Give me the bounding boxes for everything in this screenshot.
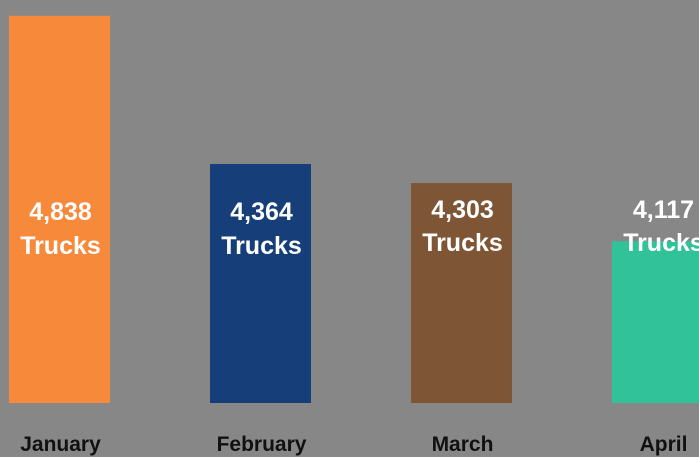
- bar-april: [612, 241, 699, 403]
- data-label-value-february: 4,364: [230, 198, 293, 226]
- bar-february: [210, 164, 311, 403]
- data-label-unit-april: Trucks: [623, 229, 699, 257]
- bar-march: [411, 183, 512, 403]
- data-label-unit-january: Trucks: [20, 232, 101, 260]
- data-label-unit-february: Trucks: [221, 232, 302, 260]
- bar-january: [9, 15, 110, 403]
- data-label-unit-march: Trucks: [422, 229, 503, 257]
- data-label-value-january: 4,838: [29, 198, 92, 226]
- category-label-january: January: [20, 433, 101, 456]
- data-label-value-april: 4,117: [633, 196, 694, 224]
- category-label-march: March: [432, 433, 494, 456]
- category-label-april: April: [640, 433, 688, 456]
- category-label-february: February: [217, 433, 307, 456]
- data-label-value-march: 4,303: [431, 196, 494, 224]
